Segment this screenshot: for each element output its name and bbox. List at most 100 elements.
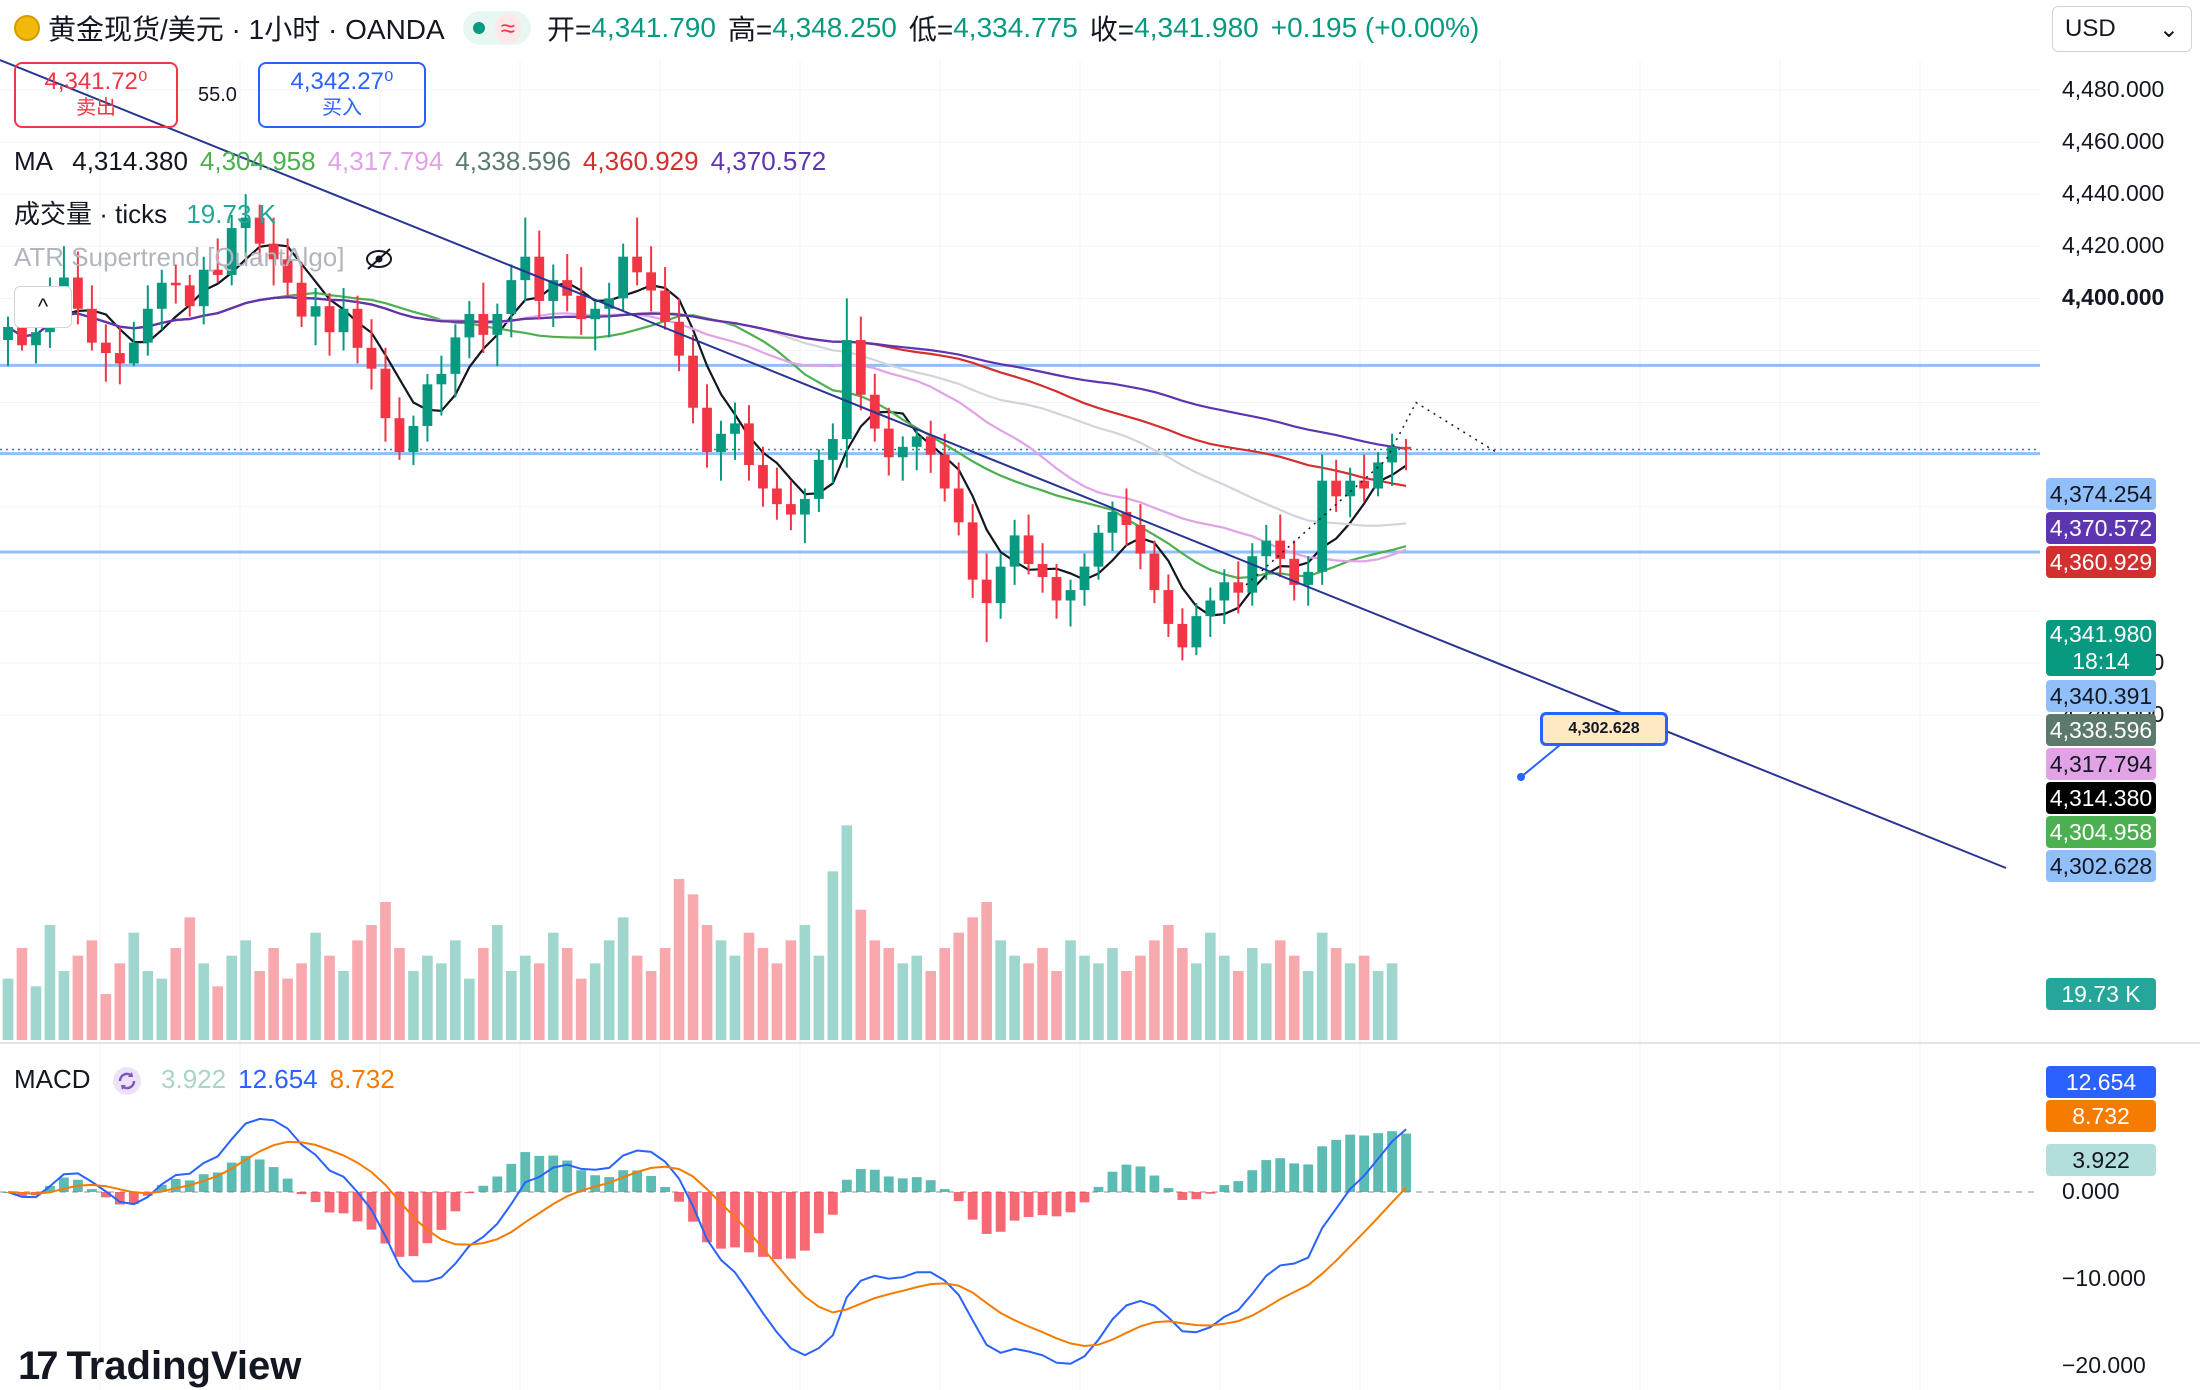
volume-bar xyxy=(324,955,335,1040)
macd-histogram-bar xyxy=(716,1192,726,1249)
volume-bar xyxy=(30,986,42,1040)
candle xyxy=(1247,556,1258,593)
candle xyxy=(408,425,419,453)
price-level-label: 4,340.391 xyxy=(2046,680,2156,712)
volume-bar xyxy=(464,978,475,1040)
refresh-icon[interactable] xyxy=(110,1066,144,1096)
volume-bar xyxy=(953,932,964,1040)
candle xyxy=(128,342,139,364)
candle xyxy=(1107,511,1118,533)
market-status[interactable]: ≈ xyxy=(462,11,531,45)
volume-bar xyxy=(268,948,279,1040)
macd-histogram-bar xyxy=(1331,1139,1342,1192)
volume-bar xyxy=(1288,955,1300,1040)
low-value: 4,334.775 xyxy=(953,12,1078,43)
candle xyxy=(632,256,643,273)
macd-histogram-bar xyxy=(254,1159,265,1192)
candle xyxy=(1023,535,1034,565)
sell-label: 卖出 xyxy=(76,97,116,119)
macd-value-label: 12.654 xyxy=(2046,1066,2156,1098)
candle xyxy=(967,522,978,580)
volume-bar xyxy=(1065,940,1076,1040)
candle xyxy=(534,256,545,301)
atr-legend[interactable]: ATR Supertrend [QuantAlgo] xyxy=(14,242,394,273)
macd-histogram-bar xyxy=(925,1180,936,1192)
eye-hidden-icon[interactable] xyxy=(364,247,394,271)
price-axis-label: 4,400.000 xyxy=(2062,284,2165,311)
candle xyxy=(198,269,209,307)
candle xyxy=(772,488,782,505)
candle xyxy=(380,368,391,419)
candle xyxy=(212,269,223,275)
volume-bar xyxy=(436,963,447,1040)
ma-value-5: 4,360.929 xyxy=(582,146,699,176)
gold-coin-icon xyxy=(14,15,40,41)
buy-button[interactable]: 4,342.27⁰ 买入 xyxy=(258,62,426,128)
macd-histogram-bar xyxy=(352,1192,363,1222)
price-level-label: 4,304.958 xyxy=(2046,816,2156,848)
volume-bar xyxy=(1093,963,1104,1040)
collapse-legend-button[interactable]: ^ xyxy=(14,286,72,328)
macd-histogram-bar xyxy=(841,1179,852,1192)
sell-button[interactable]: 4,341.72⁰ 卖出 xyxy=(14,62,178,128)
macd-histogram-bar xyxy=(869,1169,880,1192)
candle xyxy=(1261,540,1272,557)
volume-bar xyxy=(841,825,853,1040)
ma-legend[interactable]: MA 4,314.380 4,304.958 4,317.794 4,338.596 4… xyxy=(14,146,850,177)
close-key: 收= xyxy=(1089,14,1135,45)
volume-bar xyxy=(757,948,769,1040)
candle xyxy=(520,256,531,281)
macd-histogram-bar xyxy=(450,1192,461,1212)
price-level-label: 4,317.794 xyxy=(2046,748,2156,780)
volume-bar xyxy=(911,955,923,1040)
volume-bar xyxy=(561,948,573,1040)
candle xyxy=(1275,540,1286,559)
candle xyxy=(478,313,489,335)
macd-histogram-bar xyxy=(212,1172,223,1192)
candle xyxy=(646,272,656,291)
volume-bar xyxy=(533,963,545,1040)
ma-label: MA xyxy=(14,146,53,176)
volume-bar xyxy=(701,925,713,1040)
high-value: 4,348.250 xyxy=(772,12,897,43)
candle xyxy=(1121,511,1132,525)
volume-legend[interactable]: 成交量 · ticks 19.73 K xyxy=(14,194,288,231)
macd-value-label: 3.922 xyxy=(2046,1144,2156,1176)
candle xyxy=(268,243,279,260)
macd-histogram-bar xyxy=(590,1175,601,1192)
candle xyxy=(1093,532,1104,567)
candle xyxy=(31,332,41,346)
macd-histogram-bar xyxy=(772,1192,782,1260)
signal-line xyxy=(7,1140,1407,1348)
candle xyxy=(296,282,307,317)
volume-bar xyxy=(1205,932,1216,1040)
logo-text: TradingView xyxy=(66,1344,302,1388)
price-level-label: 4,370.572 xyxy=(2046,512,2156,544)
wave-icon: ≈ xyxy=(494,12,521,44)
volume-bar xyxy=(1302,971,1314,1040)
macd-histogram-bar xyxy=(576,1170,587,1192)
ma-value-4: 4,338.596 xyxy=(455,146,571,176)
candle xyxy=(240,217,251,229)
symbol-title[interactable]: 黄金现货/美元 · 1小时 · OANDA xyxy=(48,14,445,45)
volume-bar xyxy=(771,963,783,1040)
candle xyxy=(366,347,377,369)
candle xyxy=(1345,480,1356,497)
macd-histogram-bar xyxy=(660,1187,670,1192)
candle xyxy=(548,280,559,301)
price-callout[interactable]: 4,302.628 xyxy=(1540,712,1668,746)
volume-bar xyxy=(1163,925,1174,1040)
macd-histogram-bar xyxy=(813,1192,824,1234)
volume-bar xyxy=(282,978,293,1040)
price-level-label: 4,374.254 xyxy=(2046,478,2156,510)
macd-histogram-bar xyxy=(100,1192,111,1198)
volume-bar xyxy=(184,917,196,1040)
candle xyxy=(1009,535,1020,567)
candle xyxy=(450,337,461,374)
macd-legend[interactable]: MACD 3.922 12.654 8.732 xyxy=(14,1064,419,1096)
currency-select[interactable]: USD ⌄ xyxy=(2052,6,2192,52)
volume-bar xyxy=(1051,971,1062,1040)
macd-histogram-bar xyxy=(1261,1160,1272,1192)
macd-value-label: 8.732 xyxy=(2046,1100,2156,1132)
